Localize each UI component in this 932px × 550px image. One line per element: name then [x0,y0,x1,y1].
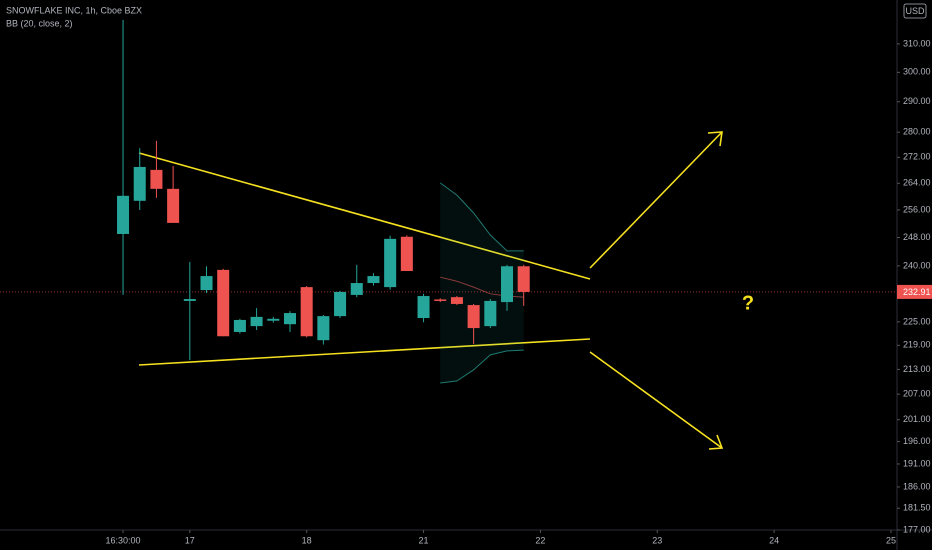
y-tick-label: 225.00 [903,316,931,326]
trend-line [138,152,591,280]
y-tick-label: 300.00 [903,67,931,77]
arrow [589,131,723,269]
candle-body [133,166,146,201]
y-tick-label: 248.00 [903,232,931,242]
x-tick-label: 22 [535,535,545,545]
drawings [138,131,724,450]
trend-line [138,338,591,366]
candle-body [501,266,514,303]
y-tick-label: 310.00 [903,38,931,48]
x-tick-label: 21 [419,535,429,545]
arrow-head [708,434,724,450]
currency-label: USD [905,6,925,16]
candle-body [183,299,196,301]
y-tick-label: 219.00 [903,340,931,350]
candle-body [200,276,213,291]
x-tick-label: 23 [652,535,662,545]
band-line [440,349,524,384]
annotation: ? [742,292,754,314]
candle-body [267,318,280,321]
candle-body [367,276,380,284]
band-line [439,182,524,252]
candle-body [434,299,447,301]
y-tick-label: 177.00 [903,524,931,534]
candle-body [233,319,246,332]
y-tick-label: 213.00 [903,364,931,374]
candle-body [517,266,530,292]
candle-body [384,238,397,288]
currency-box [903,3,927,19]
candle-body [167,188,180,223]
y-tick-label: 264.00 [903,178,931,188]
x-tick-label: 16:30:00 [106,535,141,545]
candle-body [250,316,263,327]
y-tick-label: 191.00 [903,458,931,468]
candle-body [400,236,413,271]
candle-body [450,297,463,304]
y-tick-label: 280.00 [903,127,931,137]
x-tick-label: 25 [886,535,896,545]
last-price-box [897,284,932,299]
candle-body [317,316,330,341]
x-tick-label: 24 [769,535,779,545]
y-tick-label: 201.00 [903,414,931,424]
candle-body [467,305,480,329]
x-tick-label: 18 [302,535,312,545]
indicator-label: BB (20, close, 2) [6,18,73,28]
y-tick-label: 207.00 [903,389,931,399]
candle-body [150,169,163,189]
candle-body [334,291,347,317]
y-tick-label: 290.00 [903,96,931,106]
candle-body [417,296,430,319]
candle-body [300,287,313,337]
band-fill [440,182,524,383]
candle-body [283,313,296,325]
last-price-label: 232.91 [903,287,931,297]
chart-title: SNOWFLAKE INC, 1h, Cboe BZX [6,5,142,15]
candle-body [350,283,363,295]
y-tick-label: 196.00 [903,436,931,446]
y-tick-label: 256.00 [903,204,931,214]
y-tick-label: 272.00 [903,152,931,162]
y-tick-label: 181.50 [903,503,931,513]
arrow [589,351,723,449]
y-tick-label: 240.00 [903,260,931,270]
candle-body [217,269,230,337]
x-tick-label: 17 [185,535,195,545]
arrow-head [707,131,723,147]
y-tick-label: 186.00 [903,481,931,491]
candle-body [484,300,497,327]
candle-body [117,195,130,234]
